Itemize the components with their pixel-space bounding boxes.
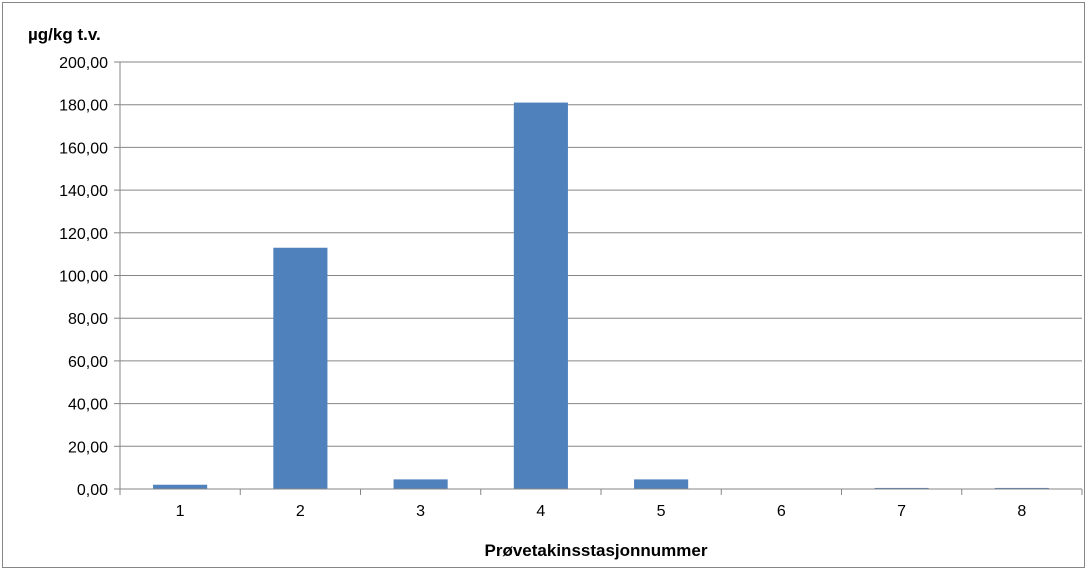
bar-1 <box>153 484 208 489</box>
x-tick-label: 4 <box>536 503 545 520</box>
bar-8 <box>994 487 1049 489</box>
x-tick-label: 7 <box>897 503 906 520</box>
bar-7 <box>874 487 929 489</box>
y-tick-label: 200,00 <box>59 55 108 72</box>
y-tick-label: 120,00 <box>59 226 108 243</box>
x-tick-label: 3 <box>416 503 425 520</box>
y-tick-label: 100,00 <box>59 269 108 286</box>
axes <box>114 61 1083 495</box>
y-tick-labels: 0,00 20,00 40,00 60,00 80,00 100,00 120,00 140,… <box>59 55 108 499</box>
y-tick-label: 0,00 <box>77 482 108 499</box>
gridlines <box>120 61 1082 447</box>
y-tick-label: 40,00 <box>68 397 108 414</box>
x-tick-label: 5 <box>657 503 666 520</box>
x-tick-label: 2 <box>296 503 305 520</box>
bar-3 <box>393 479 448 489</box>
y-tick-label: 60,00 <box>68 354 108 371</box>
x-tick-labels: 1 2 3 4 5 6 7 8 <box>176 503 1027 520</box>
x-axis-title: Prøvetakinsstasjonnummer <box>485 541 708 560</box>
y-tick-label: 80,00 <box>68 311 108 328</box>
x-tick-label: 1 <box>176 503 185 520</box>
y-axis-title: µg/kg t.v. <box>28 25 101 44</box>
bar-2 <box>273 247 328 489</box>
bar-4 <box>513 102 568 489</box>
y-tick-label: 140,00 <box>59 183 108 200</box>
x-tick-label: 8 <box>1017 503 1026 520</box>
y-tick-label: 180,00 <box>59 98 108 115</box>
bars <box>153 102 1049 489</box>
x-tick-label: 6 <box>777 503 786 520</box>
bar-5 <box>634 479 689 489</box>
y-tick-label: 20,00 <box>68 439 108 456</box>
y-tick-label: 160,00 <box>59 140 108 157</box>
